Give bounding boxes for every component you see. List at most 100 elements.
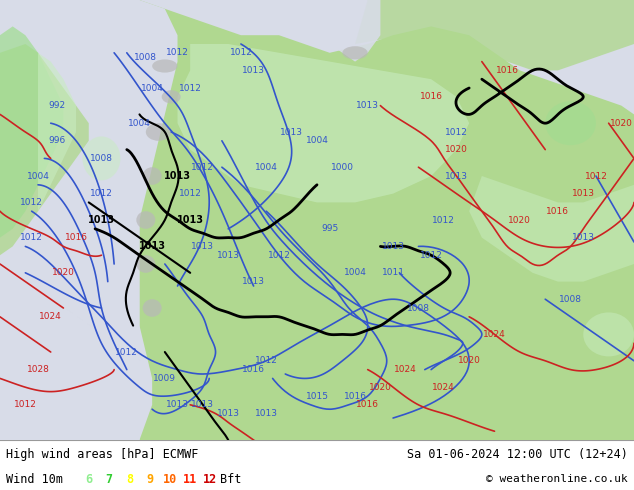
- Text: 1013: 1013: [242, 277, 265, 286]
- Text: 1012: 1012: [115, 347, 138, 357]
- Ellipse shape: [136, 255, 155, 273]
- Text: 1012: 1012: [20, 198, 43, 207]
- Text: 1012: 1012: [20, 233, 43, 242]
- Text: 1024: 1024: [39, 312, 62, 321]
- Text: 1013: 1013: [191, 242, 214, 251]
- Polygon shape: [469, 176, 634, 282]
- Text: 995: 995: [321, 224, 339, 233]
- Text: 1012: 1012: [179, 83, 202, 93]
- Text: Wind 10m: Wind 10m: [6, 472, 63, 486]
- Text: 1013: 1013: [356, 101, 379, 110]
- Polygon shape: [0, 44, 89, 255]
- Text: 1008: 1008: [559, 294, 582, 304]
- Text: 1012: 1012: [90, 189, 113, 198]
- Ellipse shape: [146, 123, 171, 141]
- Text: 1024: 1024: [432, 383, 455, 392]
- Text: 1016: 1016: [344, 392, 366, 400]
- Text: 1020: 1020: [508, 216, 531, 224]
- Text: 1013: 1013: [166, 400, 189, 409]
- Polygon shape: [355, 0, 634, 71]
- Ellipse shape: [136, 211, 155, 229]
- Text: 1013: 1013: [255, 409, 278, 418]
- Text: 1016: 1016: [356, 400, 379, 409]
- Text: 992: 992: [48, 101, 66, 110]
- Text: 1012: 1012: [166, 49, 189, 57]
- Ellipse shape: [342, 46, 368, 59]
- Text: 1013: 1013: [191, 400, 214, 409]
- Text: 1004: 1004: [306, 136, 328, 146]
- Text: 1013: 1013: [88, 215, 115, 225]
- Text: 10: 10: [163, 472, 177, 486]
- Text: 1024: 1024: [394, 365, 417, 374]
- Text: 1012: 1012: [255, 356, 278, 366]
- Text: 1013: 1013: [217, 409, 240, 418]
- Polygon shape: [0, 26, 63, 238]
- Text: 1016: 1016: [65, 233, 87, 242]
- Text: 1012: 1012: [230, 49, 252, 57]
- Text: 1009: 1009: [153, 374, 176, 383]
- Text: 11: 11: [183, 472, 197, 486]
- Text: 1012: 1012: [420, 251, 443, 260]
- Text: 1013: 1013: [164, 171, 191, 181]
- Text: 1012: 1012: [179, 189, 202, 198]
- Text: 6: 6: [85, 472, 93, 486]
- Text: 1013: 1013: [280, 127, 303, 137]
- Text: 1020: 1020: [610, 119, 633, 128]
- Text: Bft: Bft: [220, 472, 242, 486]
- Text: 1020: 1020: [458, 356, 481, 366]
- Text: 1012: 1012: [191, 163, 214, 172]
- Ellipse shape: [545, 101, 596, 145]
- Text: 1013: 1013: [572, 233, 595, 242]
- Text: 1012: 1012: [585, 172, 607, 180]
- Text: 1008: 1008: [134, 53, 157, 62]
- Text: 1004: 1004: [255, 163, 278, 172]
- Text: 8: 8: [126, 472, 133, 486]
- Ellipse shape: [152, 59, 178, 73]
- Text: 1012: 1012: [432, 216, 455, 224]
- Polygon shape: [304, 0, 380, 62]
- Text: 1016: 1016: [242, 365, 265, 374]
- Text: 1020: 1020: [445, 145, 468, 154]
- Text: 1020: 1020: [369, 383, 392, 392]
- Text: 1008: 1008: [90, 154, 113, 163]
- Polygon shape: [38, 53, 76, 211]
- Ellipse shape: [162, 90, 181, 103]
- Text: 1015: 1015: [306, 392, 328, 400]
- Text: 1004: 1004: [141, 83, 164, 93]
- Ellipse shape: [143, 167, 162, 185]
- Text: 1013: 1013: [445, 172, 468, 180]
- Polygon shape: [139, 0, 634, 440]
- Polygon shape: [0, 0, 178, 440]
- Text: 1013: 1013: [572, 189, 595, 198]
- Text: 1013: 1013: [177, 215, 204, 225]
- Text: 1016: 1016: [547, 207, 569, 216]
- Ellipse shape: [82, 136, 120, 180]
- Ellipse shape: [583, 313, 634, 356]
- Text: 1012: 1012: [268, 251, 290, 260]
- Text: 1004: 1004: [344, 269, 366, 277]
- Text: 1012: 1012: [14, 400, 37, 409]
- Text: 12: 12: [204, 472, 217, 486]
- Polygon shape: [178, 44, 469, 202]
- Text: 1013: 1013: [217, 251, 240, 260]
- Text: 1013: 1013: [139, 242, 165, 251]
- Text: 1013: 1013: [242, 66, 265, 75]
- Text: 1004: 1004: [128, 119, 151, 128]
- Text: 1013: 1013: [382, 242, 404, 251]
- Text: 1011: 1011: [382, 269, 404, 277]
- Text: 1028: 1028: [27, 365, 49, 374]
- Text: 9: 9: [146, 472, 153, 486]
- Text: Sa 01-06-2024 12:00 UTC (12+24): Sa 01-06-2024 12:00 UTC (12+24): [407, 447, 628, 461]
- Text: © weatheronline.co.uk: © weatheronline.co.uk: [486, 474, 628, 484]
- Text: 1012: 1012: [445, 127, 468, 137]
- Text: 996: 996: [48, 136, 66, 146]
- Text: 1000: 1000: [331, 163, 354, 172]
- Text: 1024: 1024: [483, 330, 506, 339]
- Text: 1008: 1008: [407, 303, 430, 313]
- Text: 1016: 1016: [420, 92, 443, 101]
- Ellipse shape: [143, 299, 162, 317]
- Text: 7: 7: [105, 472, 113, 486]
- Text: High wind areas [hPa] ECMWF: High wind areas [hPa] ECMWF: [6, 447, 198, 461]
- Text: 1016: 1016: [496, 66, 519, 75]
- Text: 1020: 1020: [52, 269, 75, 277]
